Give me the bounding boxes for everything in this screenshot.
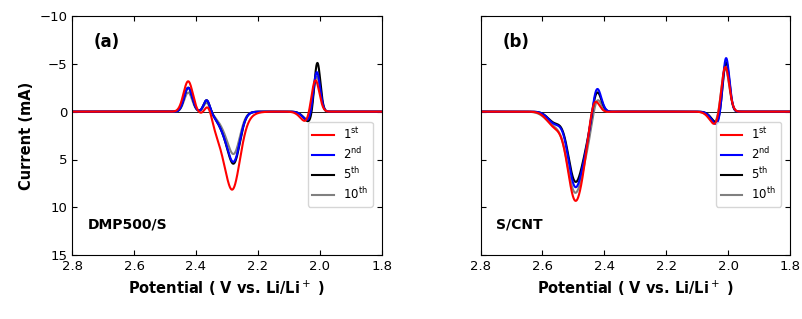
Y-axis label: Current (mA): Current (mA) bbox=[18, 81, 34, 190]
X-axis label: Potential ( V vs. Li/Li$^+$ ): Potential ( V vs. Li/Li$^+$ ) bbox=[537, 278, 734, 298]
Text: (a): (a) bbox=[94, 33, 120, 51]
Text: S/CNT: S/CNT bbox=[496, 217, 543, 231]
Text: DMP500/S: DMP500/S bbox=[87, 217, 168, 231]
Legend: 1$^{\rm st}$, 2$^{\rm nd}$, 5$^{\rm th}$, 10$^{\rm th}$: 1$^{\rm st}$, 2$^{\rm nd}$, 5$^{\rm th}$… bbox=[716, 122, 781, 207]
Text: (b): (b) bbox=[502, 33, 529, 51]
X-axis label: Potential ( V vs. Li/Li$^+$ ): Potential ( V vs. Li/Li$^+$ ) bbox=[128, 278, 326, 298]
Legend: 1$^{\rm st}$, 2$^{\rm nd}$, 5$^{\rm th}$, 10$^{\rm th}$: 1$^{\rm st}$, 2$^{\rm nd}$, 5$^{\rm th}$… bbox=[308, 122, 373, 207]
